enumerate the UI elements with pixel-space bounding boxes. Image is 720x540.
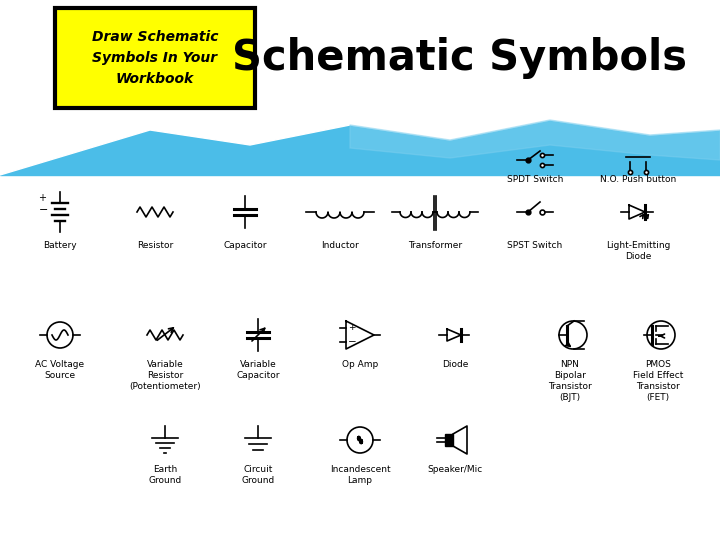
- Text: Circuit
Ground: Circuit Ground: [241, 465, 274, 485]
- Text: +: +: [348, 323, 356, 333]
- Bar: [55, 8, 255, 108]
- Text: SPST Switch: SPST Switch: [508, 241, 562, 250]
- Text: Capacitor: Capacitor: [223, 241, 266, 250]
- Text: AC Voltage
Source: AC Voltage Source: [35, 360, 84, 380]
- Text: Transformer: Transformer: [408, 241, 462, 250]
- Text: PMOS
Field Effect
Transistor
(FET): PMOS Field Effect Transistor (FET): [633, 360, 683, 402]
- Text: Earth
Ground: Earth Ground: [148, 465, 181, 485]
- Polygon shape: [350, 120, 720, 160]
- Bar: [445, 434, 453, 446]
- Text: Variable
Capacitor: Variable Capacitor: [236, 360, 280, 380]
- Bar: [0, 0, 720, 175]
- Text: Diode: Diode: [442, 360, 468, 369]
- Polygon shape: [0, 0, 720, 175]
- Text: Op Amp: Op Amp: [342, 360, 378, 369]
- Text: SPDT Switch: SPDT Switch: [507, 175, 563, 184]
- Text: Battery: Battery: [43, 241, 77, 250]
- Text: Resistor: Resistor: [137, 241, 173, 250]
- Text: −: −: [348, 337, 356, 347]
- Text: Light-Emitting
Diode: Light-Emitting Diode: [606, 241, 670, 261]
- Text: N.O. Push button: N.O. Push button: [600, 175, 676, 184]
- Text: Incandescent
Lamp: Incandescent Lamp: [330, 465, 390, 485]
- Text: Inductor: Inductor: [321, 241, 359, 250]
- Text: −: −: [40, 205, 49, 215]
- Text: Speaker/Mic: Speaker/Mic: [428, 465, 482, 474]
- Text: Variable
Resistor
(Potentiometer): Variable Resistor (Potentiometer): [129, 360, 201, 391]
- Text: NPN
Bipolar
Transistor
(BJT): NPN Bipolar Transistor (BJT): [548, 360, 592, 402]
- Text: Schematic Symbols: Schematic Symbols: [233, 37, 688, 79]
- Text: Draw Schematic
Symbols In Your
Workbook: Draw Schematic Symbols In Your Workbook: [91, 30, 218, 86]
- Text: +: +: [38, 193, 46, 203]
- Polygon shape: [445, 434, 453, 446]
